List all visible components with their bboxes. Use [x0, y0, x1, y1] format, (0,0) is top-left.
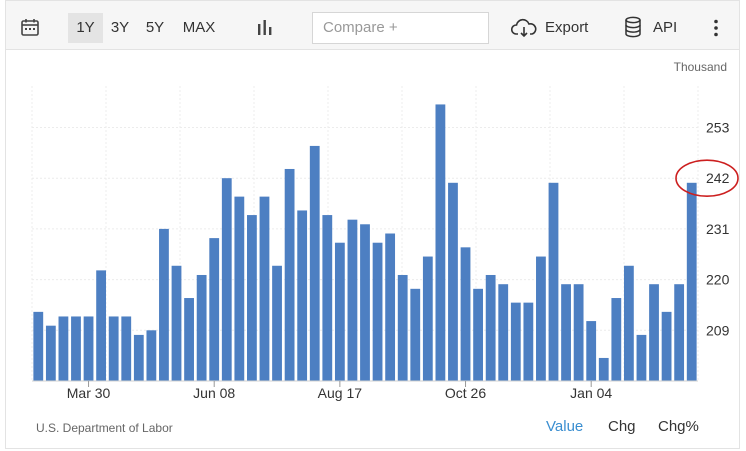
bar	[598, 357, 609, 381]
bar	[674, 284, 685, 381]
bar	[422, 256, 433, 381]
bar	[322, 215, 333, 381]
bar	[272, 265, 282, 381]
source-label: U.S. Department of Labor	[36, 421, 173, 435]
bar	[611, 298, 622, 381]
bar	[284, 168, 295, 381]
unit-label: Thousand	[674, 60, 727, 74]
bar	[234, 196, 245, 381]
bar-chart-icon[interactable]	[256, 18, 274, 36]
bar	[410, 288, 421, 381]
bar	[196, 274, 207, 381]
calendar-icon[interactable]	[20, 17, 40, 37]
bar	[297, 210, 308, 381]
bar	[108, 316, 119, 381]
x-tick-label: Mar 30	[67, 385, 111, 401]
bar	[573, 284, 584, 381]
bar	[372, 242, 383, 381]
bar	[510, 302, 521, 381]
bar	[45, 325, 56, 381]
bar	[83, 316, 94, 381]
bar	[536, 256, 546, 381]
tab-chg-pct[interactable]: Chg%	[658, 418, 699, 435]
bar	[259, 196, 270, 381]
bar	[586, 321, 597, 381]
x-tick-label: Oct 26	[445, 385, 486, 401]
bar	[636, 334, 647, 381]
y-tick-label: 231	[706, 221, 730, 237]
bar	[334, 242, 345, 381]
bar	[385, 233, 396, 381]
bar	[686, 182, 697, 381]
y-tick-label: 242	[706, 170, 730, 186]
bar	[247, 215, 257, 381]
bar	[33, 311, 44, 381]
bar	[523, 302, 534, 381]
export-button[interactable]: Export	[545, 19, 589, 36]
bar	[448, 182, 458, 381]
y-tick-label: 253	[706, 119, 730, 135]
vertical-dots-icon[interactable]	[713, 19, 719, 37]
range-3y[interactable]: 3Y	[110, 19, 130, 36]
bar	[397, 274, 408, 381]
bar	[58, 316, 69, 381]
x-tick-label: Jun 08	[193, 385, 235, 401]
tab-value[interactable]: Value	[546, 418, 584, 435]
bar	[561, 284, 571, 381]
bar	[133, 334, 144, 381]
bar	[460, 247, 471, 381]
bar	[623, 265, 634, 381]
bar	[209, 238, 220, 381]
bar	[473, 288, 483, 381]
bar	[171, 265, 182, 381]
highlight-circle	[675, 159, 739, 197]
bar	[548, 182, 559, 381]
bar	[159, 228, 169, 381]
x-tick-label: Aug 17	[318, 385, 363, 401]
bar	[661, 311, 672, 381]
compare-input[interactable]: Compare +	[312, 12, 489, 44]
bar	[485, 274, 496, 381]
bar	[96, 270, 107, 381]
bar	[649, 284, 659, 381]
bar	[184, 298, 194, 381]
tab-chg[interactable]: Chg	[608, 418, 636, 435]
range-1y[interactable]: 1Y	[68, 13, 103, 43]
bar	[347, 219, 358, 381]
database-icon[interactable]	[624, 16, 642, 38]
y-tick-label: 209	[706, 322, 730, 338]
bar	[498, 284, 509, 381]
bar	[435, 104, 446, 381]
cloud-download-icon[interactable]	[511, 18, 537, 38]
bar	[360, 224, 370, 381]
range-max[interactable]: MAX	[182, 19, 216, 36]
bar	[121, 316, 132, 381]
x-tick-label: Jan 04	[570, 385, 612, 401]
bar	[146, 330, 157, 381]
bar	[71, 316, 81, 381]
api-button[interactable]: API	[653, 19, 678, 36]
bar	[309, 145, 320, 381]
y-tick-label: 220	[706, 272, 730, 288]
chart-toolbar: 1Y 3Y 5Y MAX Compare + Export API	[5, 0, 740, 50]
bar	[221, 178, 232, 381]
range-5y[interactable]: 5Y	[145, 19, 165, 36]
